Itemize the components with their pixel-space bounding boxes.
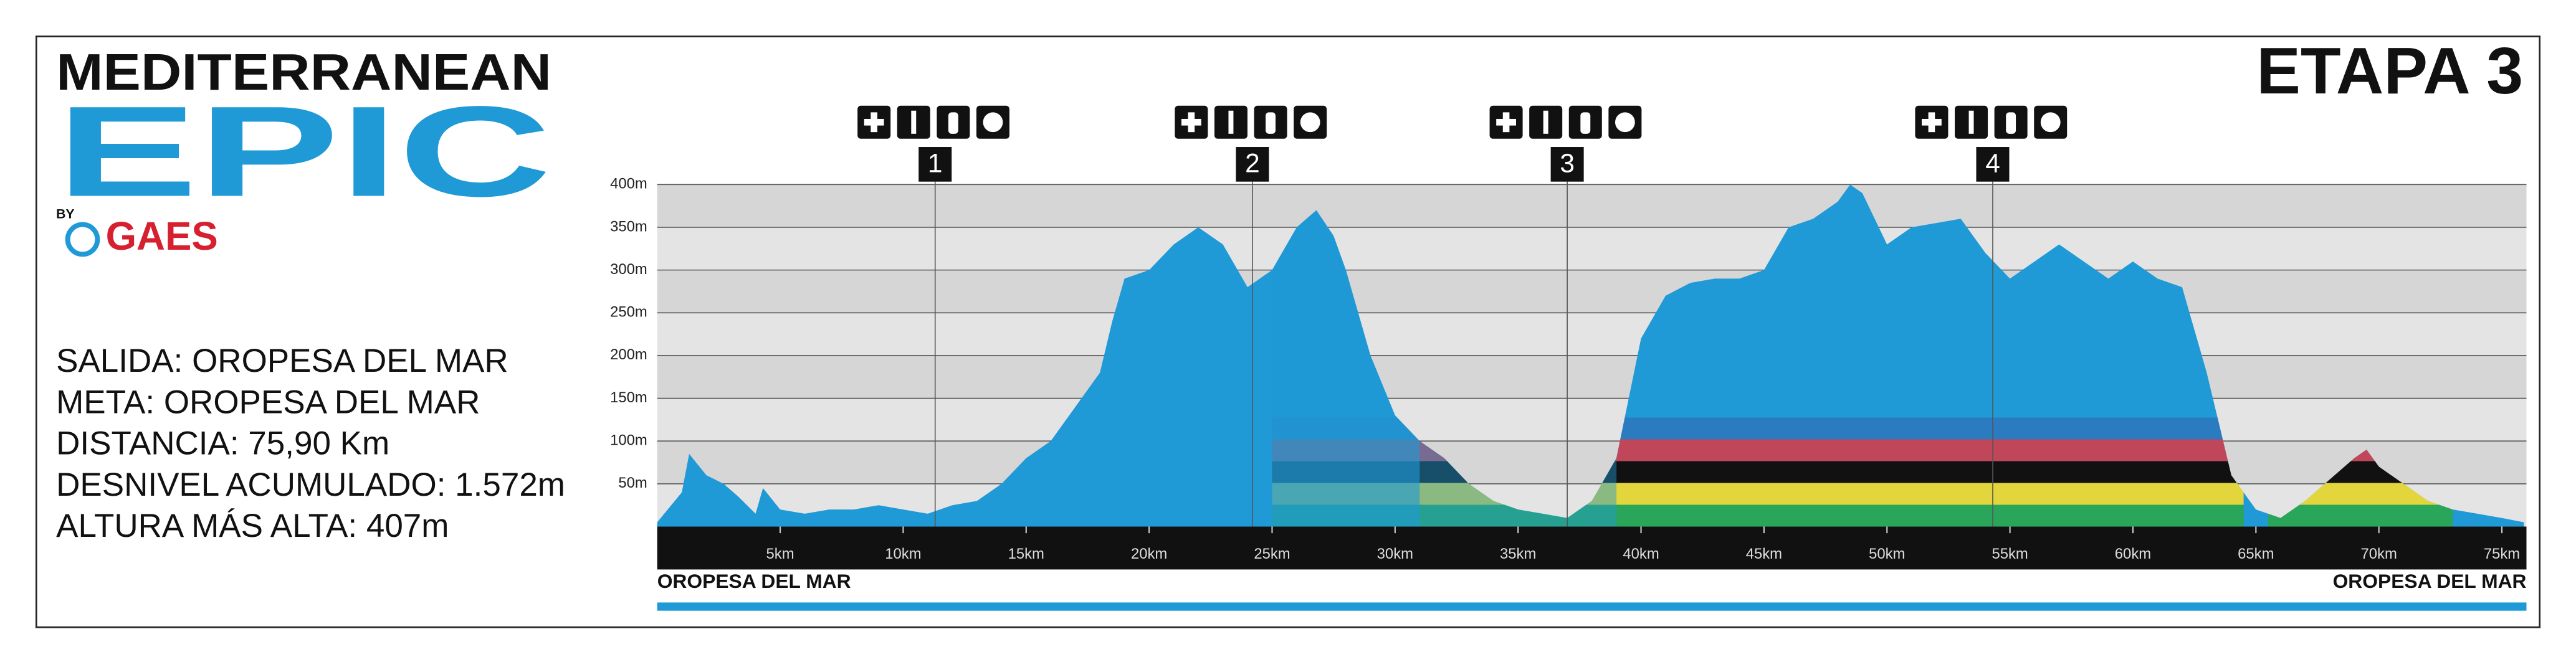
climb-band (1616, 461, 2244, 483)
icon-glyph (1266, 112, 1276, 134)
x-tick-label: 75km (2484, 546, 2520, 562)
x-tick-label: 55km (1992, 546, 2028, 562)
y-tick-label: 250m (610, 304, 647, 321)
logo-main: EPIC (56, 79, 551, 223)
checkpoint-label: 4 (1985, 148, 2000, 177)
y-tick-label: 100m (610, 432, 647, 449)
icon-glyph (1543, 110, 1548, 134)
checkpoint-box (1236, 147, 1269, 182)
x-tick-label: 50km (1869, 546, 1905, 562)
logo-sponsor: GAES (106, 214, 218, 258)
info-line: DISTANCIA: 75,90 Km (56, 425, 389, 462)
info-line: SALIDA: OROPESA DEL MAR (56, 343, 508, 379)
grid-band (657, 398, 2527, 442)
icon-glyph (983, 112, 1003, 133)
route-bar (657, 602, 2527, 611)
icon-glyph (948, 112, 958, 134)
y-tick-label: 150m (610, 389, 647, 406)
logo-mark (65, 222, 100, 257)
icon-glyph (1968, 110, 1974, 134)
x-tick-label: 30km (1377, 546, 1413, 562)
start-label: OROPESA DEL MAR (657, 570, 851, 592)
icon-glyph (1496, 118, 1516, 126)
checkpoint-box (1550, 147, 1584, 182)
icon-glyph (1615, 112, 1635, 133)
end-label: OROPESA DEL MAR (2333, 570, 2527, 592)
checkpoint-box (1976, 147, 2010, 182)
icon-glyph (911, 110, 917, 134)
y-tick-label: 50m (618, 475, 647, 491)
x-tick-label: 40km (1623, 546, 1659, 562)
icon-glyph (2040, 112, 2061, 133)
y-tick-label: 350m (610, 218, 647, 235)
icon-glyph (1228, 110, 1234, 134)
x-axis-strip (657, 526, 2527, 570)
logo-top: MEDITERRANEAN (56, 44, 551, 101)
climb-band (1616, 483, 2244, 505)
x-tick-label: 65km (2238, 546, 2274, 562)
x-tick-label: 35km (1500, 546, 1536, 562)
stage-title: ETAPA 3 (2256, 34, 2523, 108)
y-tick-label: 200m (610, 346, 647, 363)
y-tick-label: 400m (610, 176, 647, 192)
x-tick-label: 70km (2361, 546, 2397, 562)
x-tick-label: 10km (885, 546, 921, 562)
logo-by: BY (56, 207, 74, 221)
checkpoint-label: 3 (1560, 148, 1575, 177)
info-line: DESNIVEL ACUMULADO: 1.572m (56, 466, 565, 503)
checkpoint-label: 2 (1245, 148, 1260, 177)
x-tick-label: 5km (766, 546, 794, 562)
info-line: META: OROPESA DEL MAR (56, 384, 480, 420)
frame (35, 35, 2541, 628)
checkpoint-box (918, 147, 952, 182)
x-tick-label: 25km (1254, 546, 1290, 562)
grid-band (657, 227, 2527, 270)
icon-glyph (1300, 112, 1320, 133)
icon-glyph (1580, 112, 1591, 134)
x-tick-label: 60km (2115, 546, 2151, 562)
climb-band (1616, 417, 2244, 440)
grid-band (657, 313, 2527, 356)
x-tick-label: 20km (1131, 546, 1167, 562)
grid-band (657, 184, 2527, 227)
x-tick-label: 15km (1008, 546, 1044, 562)
climb-band (1616, 439, 2244, 461)
x-tick-label: 45km (1746, 546, 1782, 562)
stage-info: SALIDA: OROPESA DEL MAR META: OROPESA DEL… (56, 343, 565, 544)
icon-glyph (1181, 118, 1201, 126)
grid-band (657, 355, 2527, 399)
icon-glyph (1922, 118, 1942, 126)
climb-band (2268, 504, 2453, 527)
y-tick-label: 300m (610, 261, 647, 278)
grid-band (657, 270, 2527, 313)
checkpoint-label: 1 (928, 148, 943, 177)
grid-band (657, 441, 2527, 484)
climb-band (1616, 504, 2244, 527)
info-line: ALTURA MÁS ALTA: 407m (56, 508, 449, 544)
icon-glyph (2006, 112, 2016, 134)
icon-glyph (864, 118, 884, 126)
